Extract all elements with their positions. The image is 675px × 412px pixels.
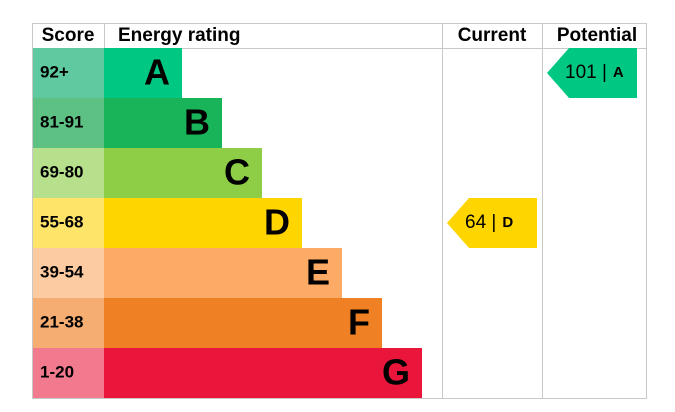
potential-value: 101 | bbox=[565, 62, 607, 83]
rating-bar bbox=[104, 48, 182, 98]
header-current: Current bbox=[458, 25, 527, 46]
score-cell bbox=[33, 348, 104, 398]
rating-bar bbox=[104, 298, 382, 348]
rating-bar bbox=[104, 98, 222, 148]
rating-letter: B bbox=[184, 102, 210, 143]
potential-label: 101 | A bbox=[565, 62, 624, 83]
rating-letter: A bbox=[144, 52, 170, 93]
score-cell bbox=[33, 198, 104, 248]
rating-bar bbox=[104, 248, 342, 298]
score-label: 1-20 bbox=[40, 362, 74, 381]
score-label: 55-68 bbox=[40, 212, 83, 231]
header-potential: Potential bbox=[557, 25, 637, 46]
score-cell bbox=[33, 298, 104, 348]
rating-bar bbox=[104, 198, 302, 248]
potential-arrow bbox=[547, 48, 637, 98]
potential-rating: A bbox=[613, 64, 624, 81]
score-label: 69-80 bbox=[40, 162, 83, 181]
current-value: 64 | bbox=[465, 212, 496, 233]
score-cell bbox=[33, 148, 104, 198]
current-arrow bbox=[447, 198, 537, 248]
rating-letter: G bbox=[382, 352, 410, 393]
rating-letter: D bbox=[264, 202, 290, 243]
current-rating: D bbox=[502, 214, 513, 231]
score-label: 39-54 bbox=[40, 262, 84, 281]
score-cell bbox=[33, 248, 104, 298]
score-cell bbox=[33, 98, 104, 148]
rating-letter: E bbox=[306, 252, 330, 293]
score-label: 81-91 bbox=[40, 112, 83, 131]
score-label: 21-38 bbox=[40, 312, 83, 331]
grid bbox=[32, 23, 647, 399]
current-label: 64 | D bbox=[465, 212, 513, 233]
rating-letter: C bbox=[224, 152, 250, 193]
score-label: 92+ bbox=[40, 62, 69, 81]
rating-letter: F bbox=[348, 302, 370, 343]
rating-bar bbox=[104, 348, 422, 398]
score-cell bbox=[33, 48, 104, 98]
header-rating: Energy rating bbox=[118, 25, 240, 46]
header-score: Score bbox=[42, 25, 95, 46]
rating-bar bbox=[104, 148, 262, 198]
